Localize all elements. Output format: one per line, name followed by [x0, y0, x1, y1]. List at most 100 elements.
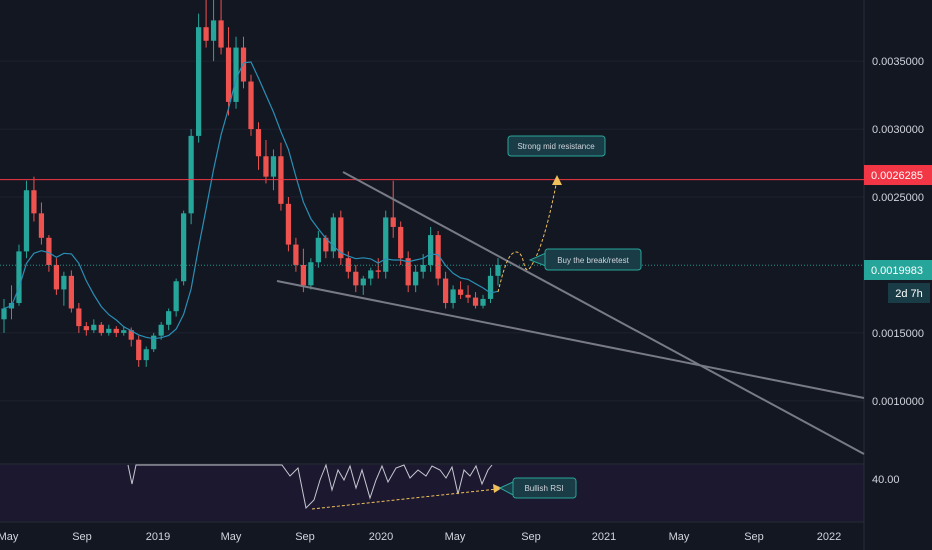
time-tick-label: May: [445, 531, 466, 543]
annotation-rsi-text: Bullish RSI: [524, 484, 563, 493]
candle-body: [173, 281, 179, 312]
grid: [0, 60, 864, 402]
candle-body: [375, 270, 381, 272]
candle-body: [442, 278, 449, 304]
moving-average-line: [3, 61, 499, 340]
time-tick-label: 2019: [146, 531, 170, 543]
candle-body: [128, 330, 134, 340]
candle-body: [405, 258, 411, 286]
candle-body: [106, 328, 112, 333]
candle-body: [143, 349, 149, 361]
time-tick-label: 2020: [369, 531, 393, 543]
time-tick-label: Sep: [521, 531, 541, 543]
candle-body: [151, 335, 157, 350]
candle-body: [91, 324, 97, 331]
time-tick-label: Sep: [295, 531, 315, 543]
annotation-resistance: Strong mid resistance: [507, 135, 606, 157]
candles: [1, 0, 501, 367]
candle-body: [136, 339, 142, 361]
countdown-tag-text: 2d 7h: [895, 288, 923, 300]
candle-body: [390, 217, 396, 227]
candle-body: [435, 235, 441, 279]
candle-body: [330, 217, 336, 252]
candle-body: [210, 20, 217, 41]
candle-body: [121, 330, 127, 333]
candle-body: [457, 289, 464, 295]
time-axis: May Sep 2019 May Sep 2020 May Sep 2021 May Sep 2022: [0, 531, 841, 543]
time-tick-label: 2022: [817, 531, 841, 543]
candle-body: [323, 237, 329, 252]
candle-body: [472, 297, 479, 306]
candle-body: [195, 27, 202, 136]
rsi-arrowhead: [493, 484, 502, 493]
countdown-tag: 2d 7h: [888, 283, 930, 303]
candle-body: [495, 264, 501, 276]
candle-body: [38, 213, 45, 238]
candle-body: [225, 47, 232, 102]
candle-body: [420, 264, 426, 272]
candle-body: [270, 156, 277, 177]
projection-arrowhead: [552, 175, 562, 185]
candle-body: [31, 190, 37, 214]
candle-body: [353, 271, 359, 286]
time-tick-label: Sep: [72, 531, 92, 543]
descending-trendline: [342, 171, 865, 455]
candle-body: [383, 217, 389, 272]
candle-body: [450, 289, 456, 304]
candle-body: [285, 203, 292, 245]
candle-body: [68, 275, 74, 309]
price-tick-label: 0.0030000: [872, 124, 924, 136]
candle-body: [83, 326, 89, 331]
resistance-tag: 0.0026285: [864, 165, 932, 185]
candle-body: [16, 251, 22, 304]
candle-body: [113, 328, 119, 333]
candle-body: [368, 270, 374, 279]
time-tick-label: May: [0, 531, 19, 543]
candle-body: [218, 20, 224, 48]
price-tick-label: 0.0035000: [872, 56, 924, 68]
price-axis: 0.0035000 0.0030000 0.0025000 0.0015000 0.00…: [872, 56, 924, 408]
candle-body: [255, 129, 262, 157]
candle-body: [480, 298, 486, 306]
time-tick-label: 2021: [592, 531, 616, 543]
candle-body: [428, 235, 434, 265]
candle-body: [98, 324, 104, 333]
candle-body: [240, 47, 247, 82]
time-tick-label: Sep: [744, 531, 764, 543]
current-price-tag: 0.0019983: [864, 260, 932, 280]
resistance-tag-text: 0.0026285: [871, 170, 923, 182]
candle-body: [23, 190, 30, 252]
candle-body: [300, 264, 307, 286]
rsi-line: [127, 463, 493, 510]
time-tick-label: May: [221, 531, 242, 543]
candle-body: [76, 308, 82, 327]
candle-body: [158, 324, 164, 336]
support-trendline: [276, 280, 865, 399]
candle-body: [338, 217, 344, 259]
candle-body: [293, 244, 299, 265]
candle-body: [308, 262, 314, 286]
candle-body: [166, 311, 172, 325]
candle-body: [61, 275, 67, 290]
candle-body: [263, 156, 269, 177]
candle-body: [248, 81, 254, 130]
candle-body: [465, 294, 471, 298]
candle-body: [181, 213, 187, 282]
rsi-divergence-arrow: [311, 488, 498, 510]
projection-arrow: [497, 179, 558, 293]
candle-body: [487, 275, 494, 299]
price-tick-label: 0.0025000: [872, 192, 924, 204]
time-tick-label: May: [669, 531, 690, 543]
candle-body: [360, 278, 366, 286]
candle-body: [315, 237, 321, 263]
candle-body: [413, 271, 419, 286]
annotation-resistance-text: Strong mid resistance: [517, 142, 595, 151]
candle-body: [203, 27, 209, 41]
price-tick-label: 0.0010000: [872, 396, 924, 408]
current-price-tag-text: 0.0019983: [871, 265, 923, 277]
candle-body: [46, 237, 52, 265]
candle-body: [1, 308, 7, 320]
rsi-panel: [0, 465, 864, 521]
